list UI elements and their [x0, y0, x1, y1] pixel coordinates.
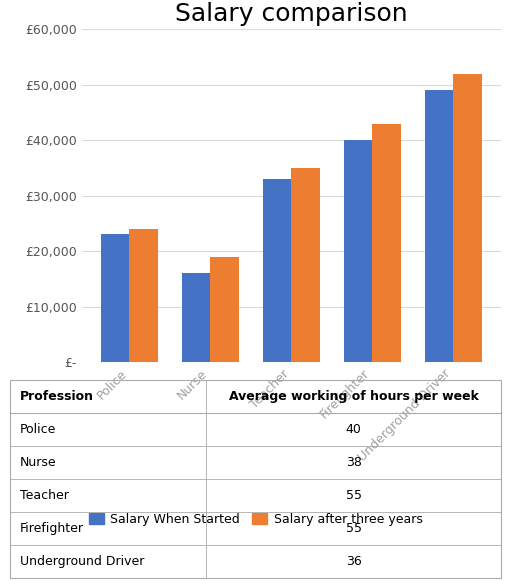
Text: 55: 55	[345, 489, 362, 502]
Bar	[453, 74, 482, 362]
Text: Average working of hours per week: Average working of hours per week	[229, 390, 478, 402]
Text: 36: 36	[346, 555, 361, 568]
Text: 55: 55	[345, 522, 362, 535]
Bar	[263, 179, 291, 362]
Text: Underground Driver: Underground Driver	[20, 555, 145, 568]
Text: Police: Police	[20, 423, 56, 436]
Bar	[129, 229, 157, 362]
Text: Nurse: Nurse	[20, 456, 57, 469]
Text: 38: 38	[345, 456, 362, 469]
Bar	[425, 91, 453, 362]
Bar	[101, 235, 129, 362]
Bar	[182, 273, 210, 362]
Legend: Salary When Started, Salary after three years: Salary When Started, Salary after three …	[84, 508, 427, 531]
Bar	[373, 124, 401, 362]
Bar	[344, 140, 373, 362]
Text: 40: 40	[345, 423, 362, 436]
Bar	[291, 168, 320, 362]
Text: Firefighter: Firefighter	[20, 522, 84, 535]
Title: Salary comparison: Salary comparison	[175, 2, 408, 26]
Text: Teacher: Teacher	[20, 489, 69, 502]
Text: Profession: Profession	[20, 390, 94, 402]
Bar	[210, 257, 239, 362]
